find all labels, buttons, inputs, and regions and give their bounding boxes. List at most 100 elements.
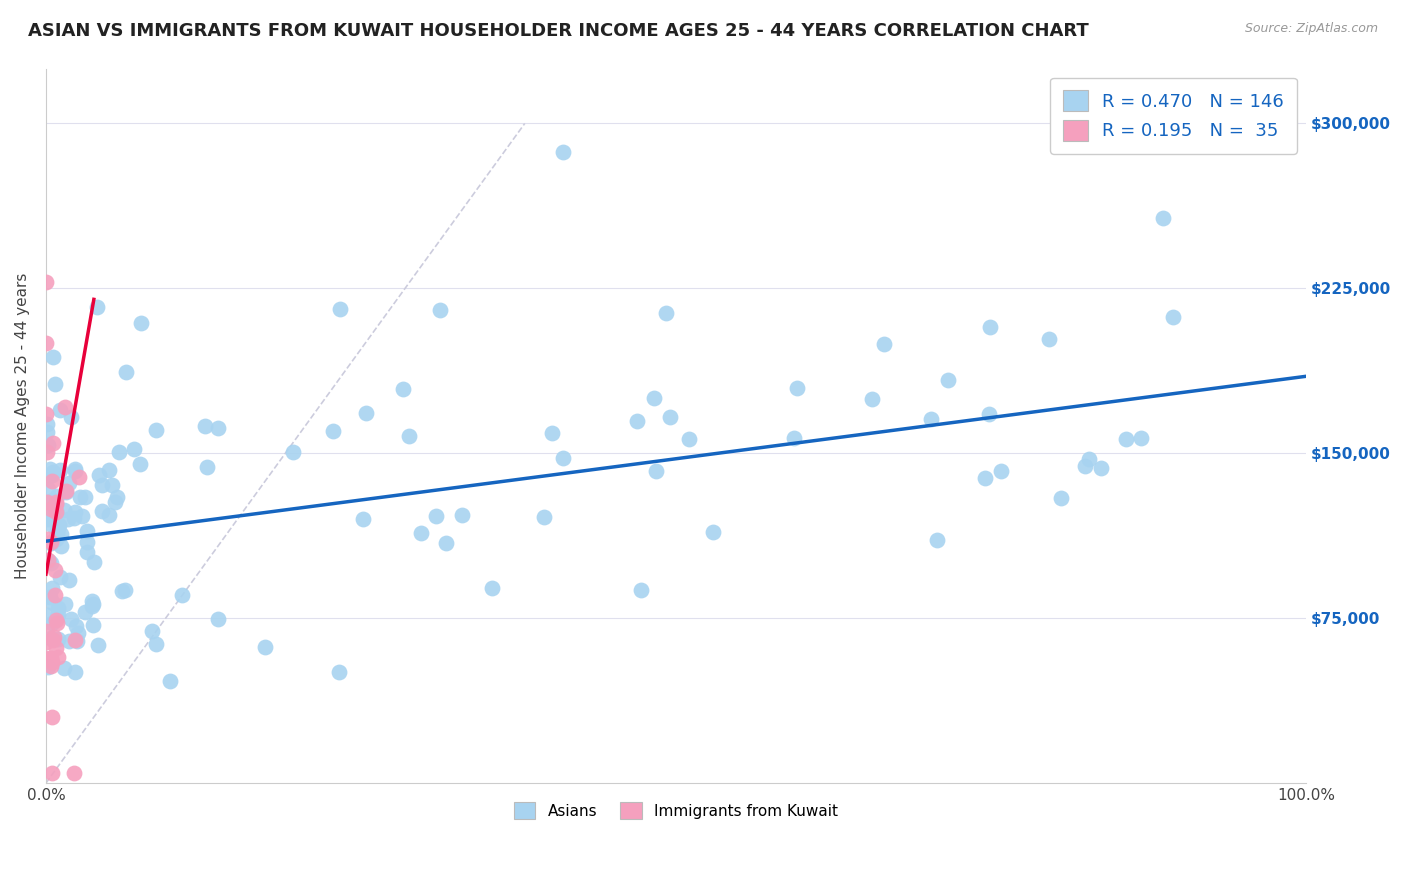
- Point: [124, 442, 146, 457]
- Point: [129, 316, 152, 330]
- Point: [354, 406, 377, 420]
- Point: [429, 303, 451, 318]
- Point: [53, 503, 76, 517]
- Point: [44, 377, 66, 392]
- Point: [46, 607, 69, 621]
- Point: [58, 476, 80, 491]
- Point: [52, 661, 75, 675]
- Point: [630, 583, 652, 598]
- Point: [114, 582, 136, 597]
- Point: [39, 502, 62, 516]
- Point: [108, 445, 131, 459]
- Point: [87, 638, 110, 652]
- Point: [979, 319, 1001, 334]
- Point: [1038, 332, 1060, 346]
- Point: [329, 302, 352, 317]
- Point: [35, 495, 58, 509]
- Point: [39, 659, 62, 673]
- Point: [645, 464, 668, 478]
- Y-axis label: Householder Income Ages 25 - 44 years: Householder Income Ages 25 - 44 years: [15, 273, 30, 579]
- Point: [253, 640, 276, 655]
- Point: [786, 381, 808, 395]
- Point: [49, 569, 72, 583]
- Point: [58, 634, 80, 648]
- Point: [1050, 491, 1073, 506]
- Point: [63, 462, 86, 476]
- Point: [76, 545, 98, 559]
- Point: [53, 597, 76, 611]
- Point: [73, 490, 96, 504]
- Point: [48, 518, 70, 533]
- Point: [1152, 211, 1174, 225]
- Point: [920, 411, 942, 425]
- Point: [63, 505, 86, 519]
- Point: [37, 553, 59, 567]
- Point: [678, 432, 700, 446]
- Point: [37, 417, 59, 431]
- Point: [59, 409, 82, 424]
- Point: [128, 457, 150, 471]
- Point: [41, 710, 63, 724]
- Point: [97, 508, 120, 522]
- Point: [55, 484, 77, 499]
- Point: [104, 495, 127, 509]
- Point: [41, 581, 63, 595]
- Point: [41, 616, 63, 631]
- Point: [451, 508, 474, 522]
- Point: [90, 504, 112, 518]
- Point: [1073, 459, 1095, 474]
- Point: [38, 508, 60, 523]
- Point: [37, 482, 59, 496]
- Point: [145, 637, 167, 651]
- Point: [45, 609, 67, 624]
- Point: [172, 588, 194, 602]
- Point: [42, 596, 65, 610]
- Point: [1163, 310, 1185, 324]
- Point: [48, 520, 70, 534]
- Point: [783, 431, 806, 445]
- Point: [73, 605, 96, 619]
- Point: [328, 665, 350, 679]
- Point: [41, 474, 63, 488]
- Point: [56, 512, 79, 526]
- Text: ASIAN VS IMMIGRANTS FROM KUWAIT HOUSEHOLDER INCOME AGES 25 - 44 YEARS CORRELATIO: ASIAN VS IMMIGRANTS FROM KUWAIT HOUSEHOL…: [28, 22, 1088, 40]
- Point: [115, 365, 138, 379]
- Point: [45, 532, 67, 546]
- Point: [35, 275, 58, 289]
- Point: [37, 660, 59, 674]
- Legend: Asians, Immigrants from Kuwait: Asians, Immigrants from Kuwait: [508, 796, 844, 825]
- Point: [145, 423, 167, 437]
- Point: [872, 336, 894, 351]
- Point: [45, 504, 67, 518]
- Point: [46, 489, 69, 503]
- Point: [46, 632, 69, 647]
- Point: [110, 584, 132, 599]
- Point: [39, 556, 62, 570]
- Point: [41, 518, 63, 533]
- Point: [42, 466, 65, 480]
- Point: [63, 766, 86, 780]
- Point: [35, 407, 58, 421]
- Point: [63, 511, 86, 525]
- Point: [195, 460, 218, 475]
- Point: [59, 612, 82, 626]
- Point: [35, 635, 58, 649]
- Point: [65, 665, 87, 679]
- Point: [141, 624, 163, 638]
- Point: [63, 464, 86, 478]
- Point: [89, 467, 111, 482]
- Point: [39, 631, 62, 645]
- Point: [925, 533, 948, 547]
- Point: [626, 414, 648, 428]
- Point: [44, 588, 66, 602]
- Point: [159, 673, 181, 688]
- Point: [553, 145, 575, 159]
- Point: [533, 509, 555, 524]
- Point: [45, 527, 67, 541]
- Point: [207, 421, 229, 435]
- Point: [98, 463, 121, 477]
- Text: Source: ZipAtlas.com: Source: ZipAtlas.com: [1244, 22, 1378, 36]
- Point: [42, 493, 65, 508]
- Point: [39, 534, 62, 549]
- Point: [1130, 431, 1153, 445]
